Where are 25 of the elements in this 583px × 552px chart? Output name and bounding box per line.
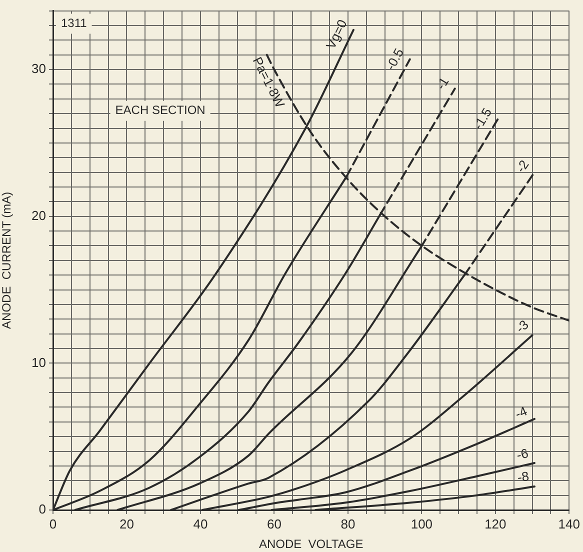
text: -1: [433, 74, 452, 92]
text: -0.5: [382, 46, 407, 73]
x-tick-label: 40: [193, 516, 208, 532]
text: -1.5: [470, 105, 495, 132]
y-axis-title: ANODE CURRENT (mA): [0, 192, 14, 329]
x-tick-label: 60: [266, 516, 282, 532]
text: -2: [512, 157, 532, 176]
text: -6: [515, 445, 530, 463]
text: -3: [512, 316, 532, 336]
x-tick-label: 140: [558, 516, 580, 532]
y-tick-label: 0: [38, 502, 46, 517]
y-tick-label: 30: [32, 61, 46, 76]
x-axis-title: ANODE VOLTAGE: [258, 537, 364, 552]
text: -4: [512, 403, 530, 422]
y-tick-label: 20: [32, 208, 46, 223]
x-tick-label: 20: [120, 516, 134, 532]
x-tick-label: 0: [49, 516, 57, 532]
annotation: EACH SECTION: [115, 103, 206, 118]
text: -8: [516, 468, 530, 485]
x-tick-label: 80: [340, 516, 356, 532]
x-tick-label: 120: [484, 516, 506, 532]
y-tick-label: 10: [32, 354, 46, 370]
annotation: 1311: [61, 16, 88, 30]
text: Vg=0: [322, 17, 350, 52]
x-tick-label: 100: [410, 516, 433, 532]
